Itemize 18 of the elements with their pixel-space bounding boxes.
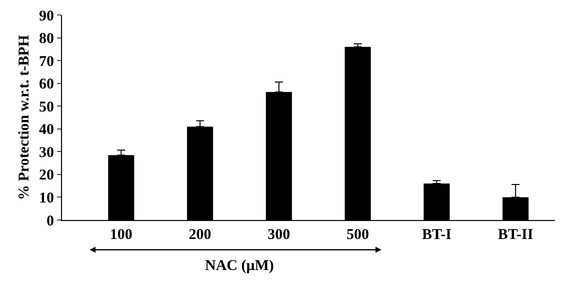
y-tick-label: 80 [39,31,54,48]
y-tick-label: 90 [39,8,54,24]
y-tick-label: 50 [39,99,54,116]
y-tick-label: 60 [39,76,54,93]
y-tick-label: 0 [46,213,54,230]
y-tick-label: 10 [39,190,54,206]
text: NAC (μM) [205,258,274,274]
y-tick-label: 40 [39,122,54,138]
x-tick-label: BT-II [498,227,534,243]
x-tick-label: 300 [268,227,290,243]
y-axis-title: % Protection w.r.t. t-BPH [16,34,32,200]
x-tick-label: BT-I [422,227,452,243]
x-tick-label: 500 [346,227,370,243]
x-tick-label: 100 [110,227,132,243]
y-tick-label: 70 [39,54,54,70]
y-tick-label: 20 [39,168,54,184]
x-tick-label: 200 [188,227,212,243]
y-tick-label: 30 [39,144,54,161]
